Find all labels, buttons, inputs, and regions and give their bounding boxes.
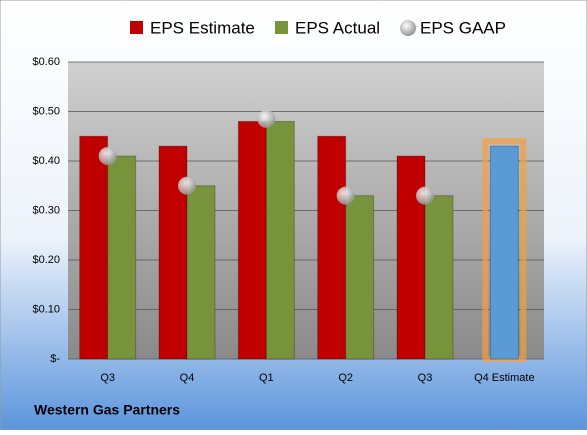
x-tick-label: Q3 [100,372,115,384]
bar [317,135,347,360]
y-tick-label: $0.20 [32,254,60,266]
y-tick-label: $0.60 [32,56,60,68]
y-tick-label: $0.30 [32,204,60,216]
legend-label: EPS Estimate [150,18,255,37]
x-tick-label: Q4 [180,372,195,384]
legend-marker [275,21,288,34]
x-tick-label: Q2 [338,372,353,384]
y-tick-label: $0.50 [32,105,60,117]
bar [79,135,109,360]
legend-marker [400,20,416,36]
gaap-marker [257,109,276,128]
gaap-marker [98,147,117,166]
y-tick-label: $0.10 [32,303,60,315]
bar [424,195,454,360]
y-tick-label: $0.40 [32,155,60,167]
bar [489,145,519,360]
y-tick-label: $- [50,353,60,365]
bar [237,120,267,360]
chart-title: Western Gas Partners [34,402,180,418]
x-tick-label: Q1 [259,372,274,384]
x-tick-label: Q3 [418,372,433,384]
legend-label: EPS Actual [295,18,380,37]
legend-label: EPS GAAP [420,18,506,37]
bar [107,155,137,360]
bar [345,195,375,360]
bar [265,120,295,360]
gaap-marker [336,186,355,205]
legend-marker [130,21,143,34]
x-tick-label: Q4 Estimate [474,372,535,384]
gaap-marker [178,176,196,195]
bar [186,185,216,360]
gaap-marker [416,186,434,205]
bar [396,155,426,360]
